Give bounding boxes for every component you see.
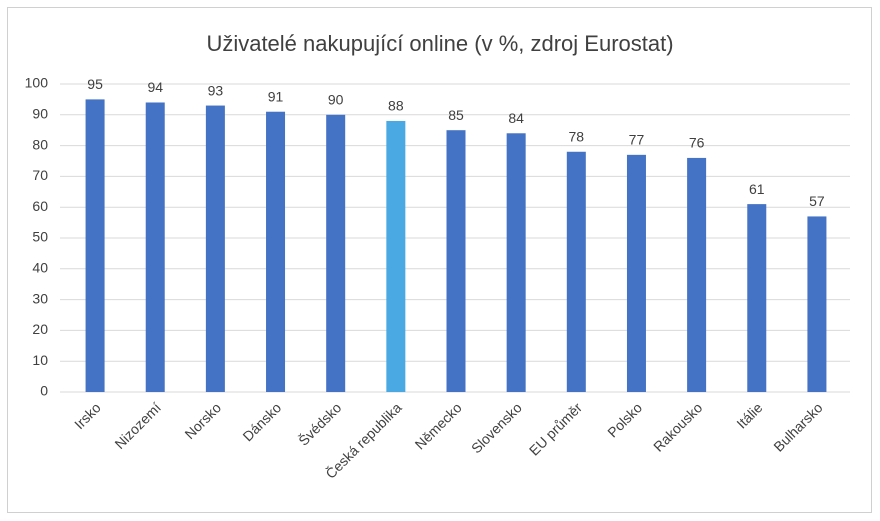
data-label: 93: [208, 82, 224, 98]
data-label: 78: [569, 128, 585, 144]
bar: [747, 204, 767, 392]
bar: [446, 130, 466, 392]
y-tick-label: 30: [32, 290, 48, 306]
y-tick-label: 80: [32, 136, 48, 152]
bar: [687, 157, 707, 392]
bar: [326, 114, 346, 393]
chart-title: Uživatelé nakupující online (v %, zdroj …: [206, 31, 673, 56]
data-label: 95: [87, 76, 103, 92]
bar: [626, 154, 646, 392]
bar: [566, 151, 586, 392]
bar: [85, 99, 105, 393]
data-label: 85: [448, 107, 464, 123]
bar: [145, 102, 165, 392]
y-tick-label: 50: [32, 229, 48, 245]
bar: [266, 111, 286, 392]
data-label: 61: [749, 181, 765, 197]
y-tick-label: 20: [32, 321, 48, 337]
data-label: 57: [809, 193, 825, 209]
y-tick-label: 10: [32, 352, 48, 368]
data-label: 94: [147, 79, 163, 95]
y-tick-label: 90: [32, 106, 48, 122]
y-tick-label: 70: [32, 167, 48, 183]
data-label: 88: [388, 98, 404, 114]
y-tick-label: 60: [32, 198, 48, 214]
bar: [506, 133, 526, 392]
bar: [386, 120, 406, 393]
y-tick-label: 0: [40, 383, 48, 399]
data-label: 77: [629, 132, 645, 148]
y-tick-label: 40: [32, 260, 48, 276]
data-label: 90: [328, 92, 344, 108]
data-label: 76: [689, 135, 705, 151]
data-label: 91: [268, 88, 284, 104]
bar: [807, 216, 827, 392]
data-label: 84: [508, 110, 524, 126]
y-tick-label: 100: [25, 75, 49, 91]
bar: [205, 105, 225, 392]
